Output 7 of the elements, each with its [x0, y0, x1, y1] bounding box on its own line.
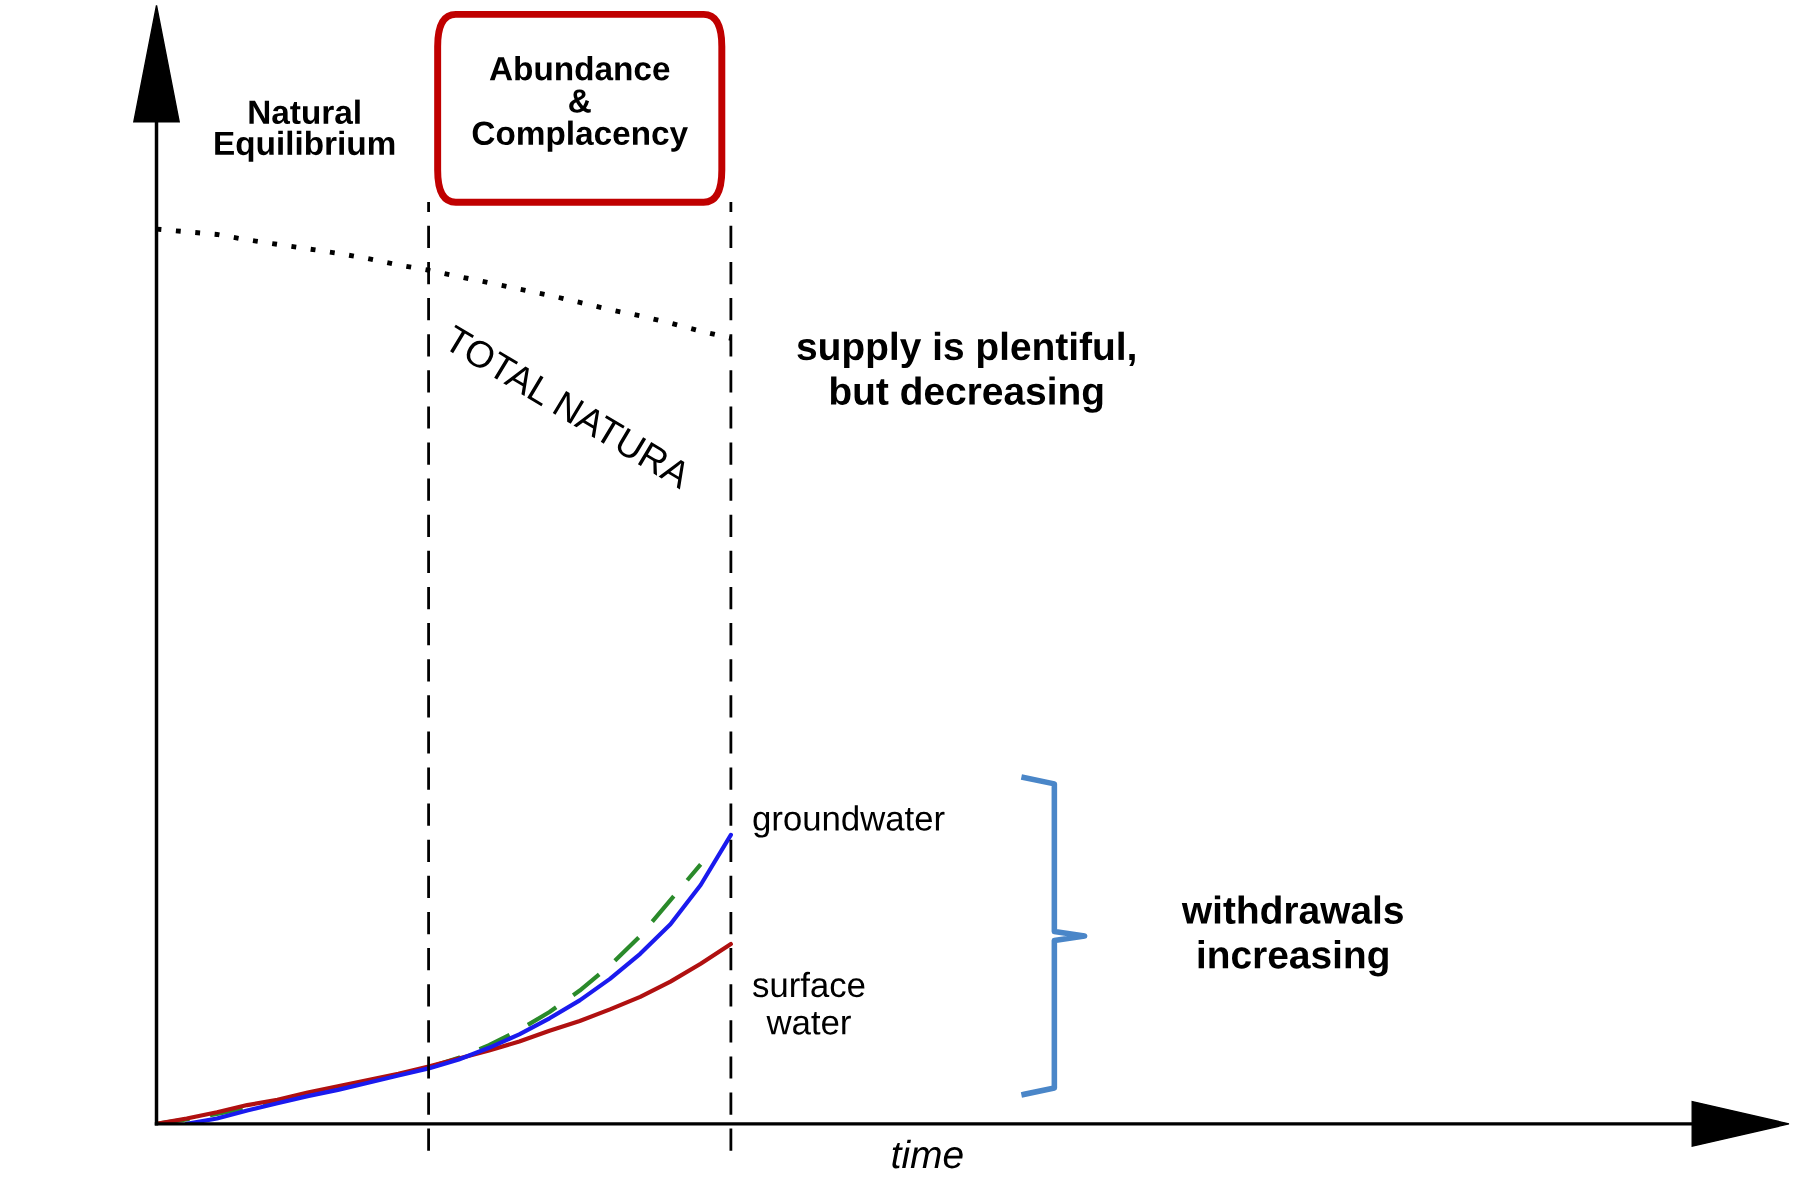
series-label: surface water: [753, 971, 865, 1035]
annotation: withdrawals increasing: [1181, 895, 1403, 977]
x-axis-title: time: [892, 1139, 963, 1169]
text: Natural Equilibrium: [215, 99, 395, 162]
annotation: supply is plentiful, but decreasing: [797, 331, 1135, 413]
series-label: groundwater: [753, 805, 945, 838]
text: Abundance & Complacency: [472, 56, 688, 152]
